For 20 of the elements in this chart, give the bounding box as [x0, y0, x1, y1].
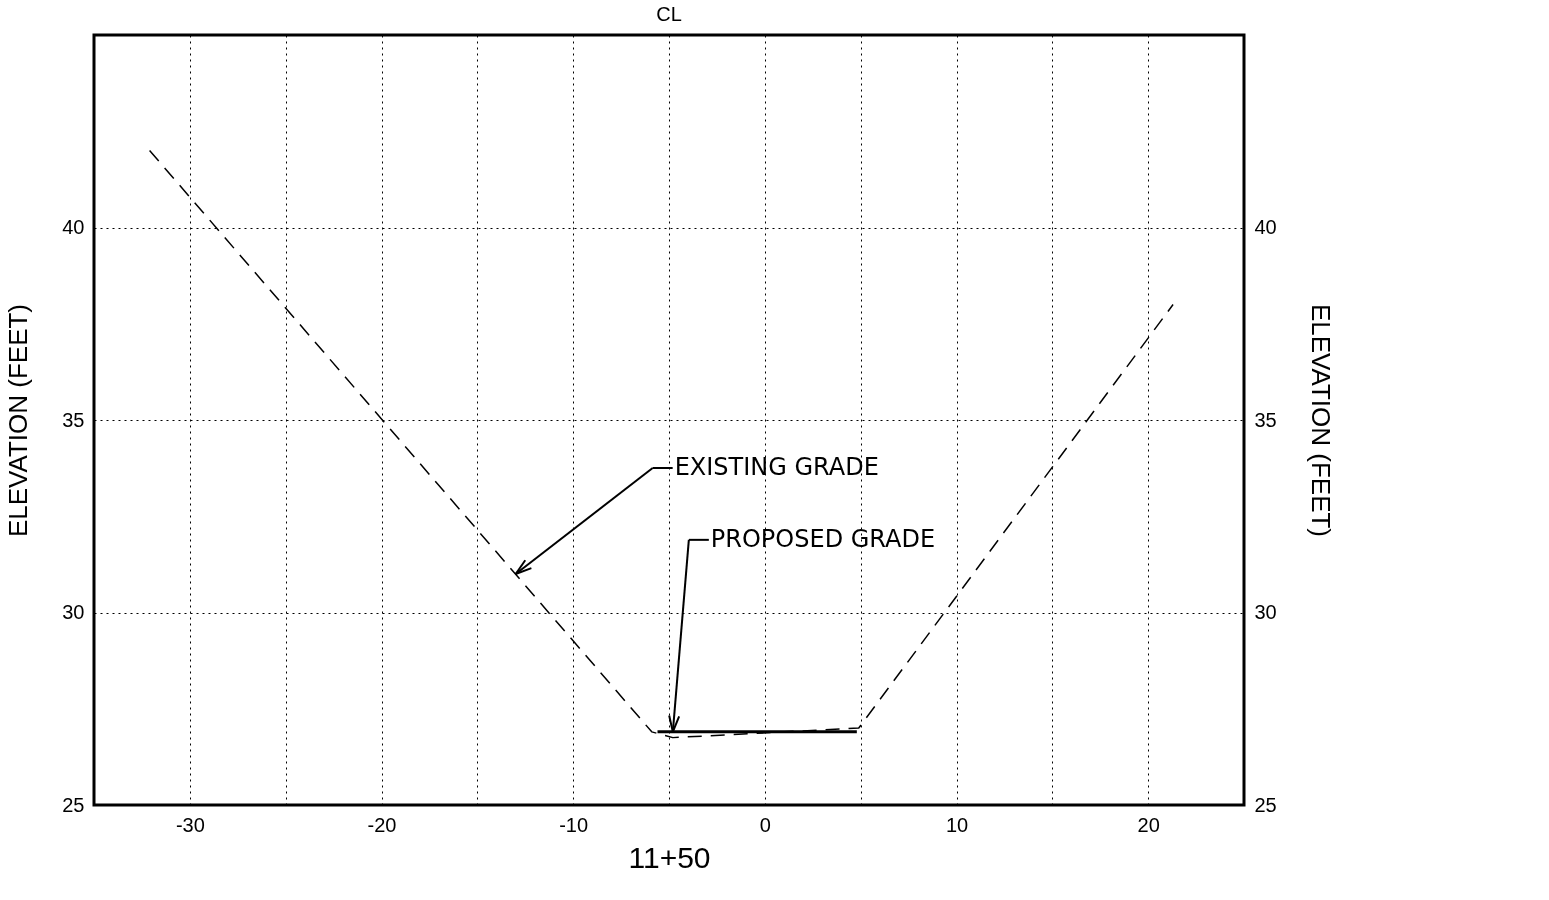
y2-tick-label: 25: [1254, 793, 1277, 816]
x-tick-label: 20: [1137, 813, 1160, 836]
annotation: PROPOSED GRADE: [710, 524, 936, 553]
x-tick-label: -10: [559, 813, 589, 836]
y-tick-label: 30: [62, 601, 85, 623]
chart-title: CL: [656, 3, 682, 25]
x-tick-label: 0: [759, 813, 771, 836]
y2-axis-title: ELEVATION (FEET): [1305, 303, 1336, 538]
y2-tick-label: 30: [1254, 601, 1277, 623]
annotation: EXISTING GRADE: [674, 453, 879, 481]
y-tick-label: 40: [62, 216, 85, 238]
x-tick-label: -30: [175, 813, 205, 836]
x-axis-title: 11+50: [628, 840, 711, 874]
y2-tick-label: 40: [1254, 216, 1277, 238]
x-tick-label: 10: [945, 813, 969, 836]
y2-tick-label: 35: [1254, 408, 1277, 431]
y-axis-title: ELEVATION (FEET): [3, 303, 34, 538]
y-tick-label: 25: [62, 793, 85, 816]
x-tick-label: -20: [367, 813, 397, 836]
y-tick-label: 35: [62, 408, 85, 431]
